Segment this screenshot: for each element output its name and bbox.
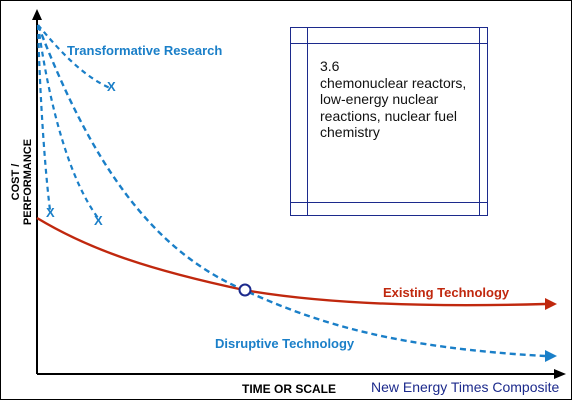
x-axis-arrowhead xyxy=(554,369,566,379)
x-mark: X xyxy=(46,205,55,220)
existing-technology-curve xyxy=(36,216,546,307)
x-mark: X xyxy=(107,79,116,94)
transformative-branch-3 xyxy=(36,24,99,219)
note-box-rule-top xyxy=(291,43,487,44)
x-mark: X xyxy=(94,213,103,228)
disruptive-technology-label: Disruptive Technology xyxy=(215,336,355,351)
existing-technology-label: Existing Technology xyxy=(383,285,510,300)
transformative-branch-1 xyxy=(37,24,111,90)
note-box-rule-bottom xyxy=(291,202,487,203)
note-box: 3.6 chemonuclear reactors, low-energy nu… xyxy=(290,27,488,216)
credit-label: New Energy Times Composite xyxy=(371,379,560,395)
note-body: chemonuclear reactors, low-energy nuclea… xyxy=(320,74,467,141)
note-text: 3.6 chemonuclear reactors, low-energy nu… xyxy=(320,58,480,141)
note-number: 3.6 xyxy=(320,58,340,74)
intersection-circle xyxy=(238,283,252,297)
note-box-rule-right xyxy=(479,28,480,215)
disruptive-technology-arrowhead xyxy=(545,350,557,362)
x-axis-label: TIME OR SCALE xyxy=(242,382,337,396)
transformative-branch-2 xyxy=(36,24,52,211)
note-box-rule-left xyxy=(307,28,308,215)
existing-technology-arrowhead xyxy=(545,298,557,310)
y-axis-arrowhead xyxy=(32,9,42,20)
transformative-research-label: Transformative Research xyxy=(67,43,223,58)
y-axis-label: COST / PERFORMANCE xyxy=(10,138,34,226)
